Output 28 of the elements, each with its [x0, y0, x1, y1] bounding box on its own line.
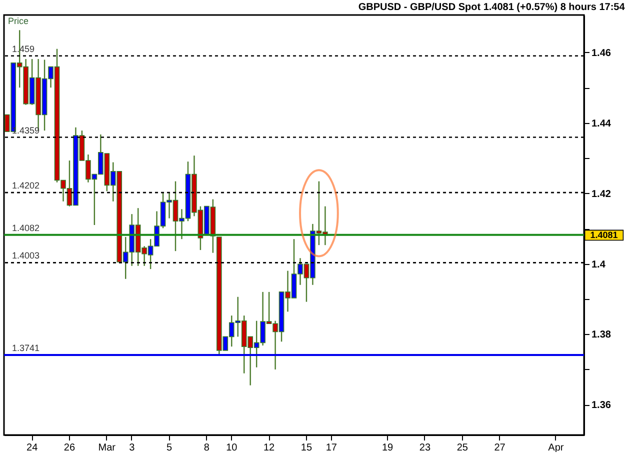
- x-tick-label: 24: [26, 442, 38, 454]
- x-tick-label: 23: [419, 442, 431, 454]
- x-tick-label: 8: [204, 442, 210, 454]
- y-tick-label: 1.44: [592, 118, 612, 130]
- ref-line-label: 1.4003: [12, 250, 40, 261]
- x-tick-label: 27: [494, 442, 506, 454]
- x-tick-label: 12: [263, 442, 276, 454]
- ref-line-label: 1.4082: [12, 222, 40, 233]
- x-tick-label: 5: [166, 442, 172, 454]
- y-axis-title: Price: [8, 16, 29, 26]
- x-tick-label: Mar: [98, 442, 116, 454]
- x-tick-label: 19: [382, 442, 394, 454]
- chart-title: GBPUSD - GBP/USD Spot 1.4081 (+0.57%) 8 hours 17:54: [358, 2, 625, 13]
- text: 1.4081: [590, 230, 618, 240]
- y-tick-label: 1.46: [592, 48, 612, 59]
- x-tick-label: 25: [456, 442, 468, 454]
- x-tick-label: 3: [129, 442, 136, 454]
- y-tick-label: 1.38: [592, 330, 612, 341]
- y-tick-label: 1.36: [592, 400, 612, 412]
- ref-line-label: 1.4359: [12, 125, 40, 136]
- y-tick-label: 1.42: [592, 188, 612, 200]
- y-tick-label: 1.4: [592, 259, 606, 270]
- x-tick-label: 17: [326, 442, 338, 454]
- x-tick-label: 10: [226, 442, 238, 454]
- ref-line-label: 1.4202: [12, 180, 40, 191]
- x-tick-label: 26: [64, 442, 76, 454]
- ref-line-label: 1.3741: [12, 343, 40, 354]
- x-tick-label: 15: [300, 442, 312, 454]
